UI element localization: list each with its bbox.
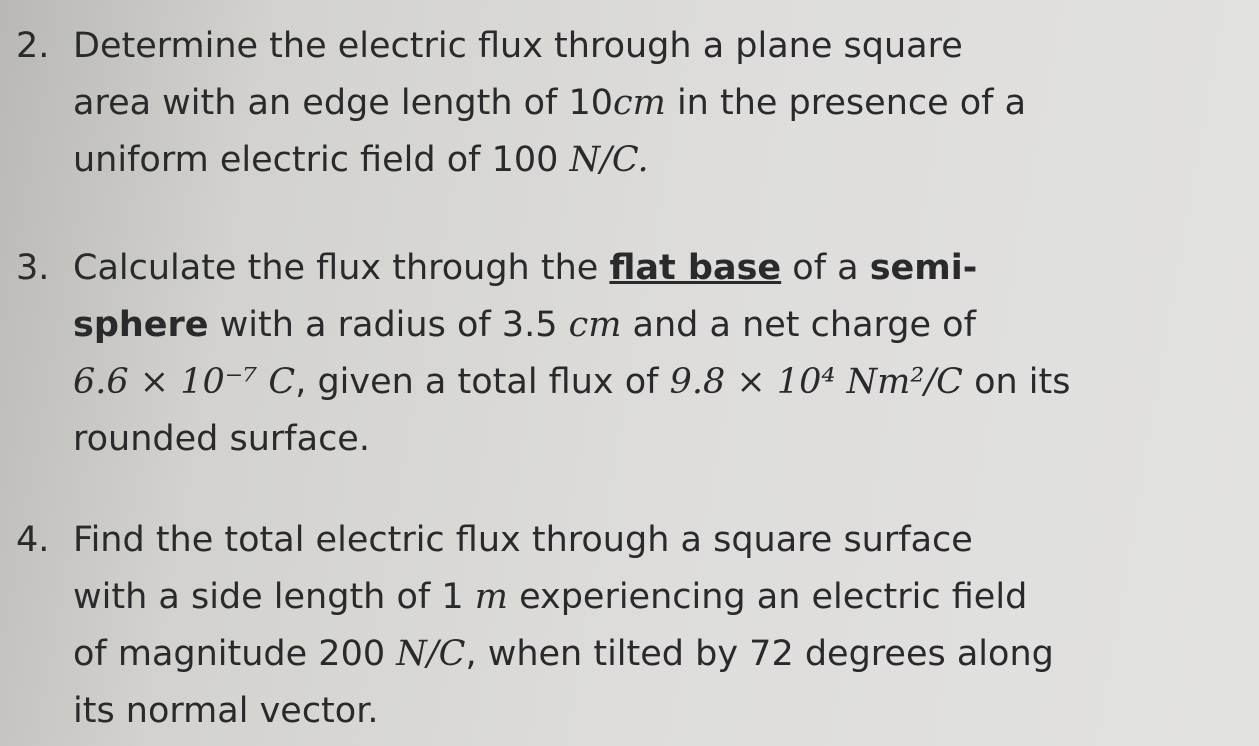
problem: 3. Calculate the flux through the flat ba…: [16, 240, 1070, 468]
text-segment: with a side length of 1: [73, 577, 475, 617]
text-segment: of a: [781, 248, 870, 288]
text-segment: with a radius of 3.5: [208, 305, 569, 345]
problem-text: Calculate the flux through the flat base…: [73, 240, 1070, 468]
problem-number: 4.: [16, 520, 50, 560]
problem: 2. Determine the electric flux through a …: [16, 18, 1026, 189]
text-segment: m: [474, 577, 508, 617]
text-segment: rounded surface.: [73, 419, 370, 459]
text-segment: Calculate the flux through the: [73, 248, 610, 288]
text-line: its normal vector.: [73, 683, 1054, 740]
text-segment: Find the total electric flux through a s…: [73, 520, 973, 560]
text-segment: of magnitude 200: [73, 634, 397, 674]
problem-number: 3.: [16, 248, 50, 288]
text-line: Find the total electric flux through a s…: [73, 512, 1054, 569]
text-segment: its normal vector.: [73, 691, 379, 731]
text-segment: cm: [568, 305, 622, 345]
problem-text: Find the total electric flux through a s…: [73, 512, 1054, 740]
text-segment: experiencing an electric field: [507, 577, 1028, 617]
text-line: of magnitude 200 N/C, when tilted by 72 …: [73, 626, 1054, 683]
text-line: rounded surface.: [73, 411, 1070, 468]
text-segment: and a net charge of: [621, 305, 976, 345]
text-segment: 6.6 × 10⁻⁷ C: [73, 362, 296, 402]
text-line: area with an edge length of 10cm in the …: [73, 75, 1026, 132]
text-segment: flat base: [609, 248, 782, 288]
text-line: sphere with a radius of 3.5 cm and a net…: [73, 297, 1070, 354]
text-segment: 9.8 × 10⁴ Nm²/C: [669, 362, 963, 402]
text-segment: Determine the electric flux through a pl…: [73, 26, 963, 66]
text-segment: cm: [613, 83, 666, 123]
text-line: uniform electric field of 100 N/C.: [73, 132, 1026, 189]
text-segment: area with an edge length of 10: [73, 83, 614, 123]
text-line: Calculate the flux through the flat base…: [73, 240, 1070, 297]
text-line: with a side length of 1 m experiencing a…: [73, 569, 1054, 626]
text-segment: sphere: [73, 305, 209, 345]
problem-text: Determine the electric flux through a pl…: [73, 18, 1026, 189]
text-segment: , given a total flux of: [295, 362, 670, 402]
problem: 4. Find the total electric flux through a…: [16, 512, 1054, 740]
text-segment: uniform electric field of 100: [73, 140, 570, 180]
text-line: Determine the electric flux through a pl…: [73, 18, 1026, 75]
text-segment: N/C.: [569, 140, 649, 180]
text-segment: on its: [962, 362, 1071, 402]
text-line: 6.6 × 10⁻⁷ C, given a total flux of 9.8 …: [73, 354, 1070, 411]
text-segment: in the presence of a: [665, 83, 1027, 123]
text-segment: N/C: [396, 634, 466, 674]
problem-number: 2.: [16, 26, 50, 66]
text-segment: semi-: [869, 248, 978, 288]
text-segment: , when tilted by 72 degrees along: [465, 634, 1054, 674]
